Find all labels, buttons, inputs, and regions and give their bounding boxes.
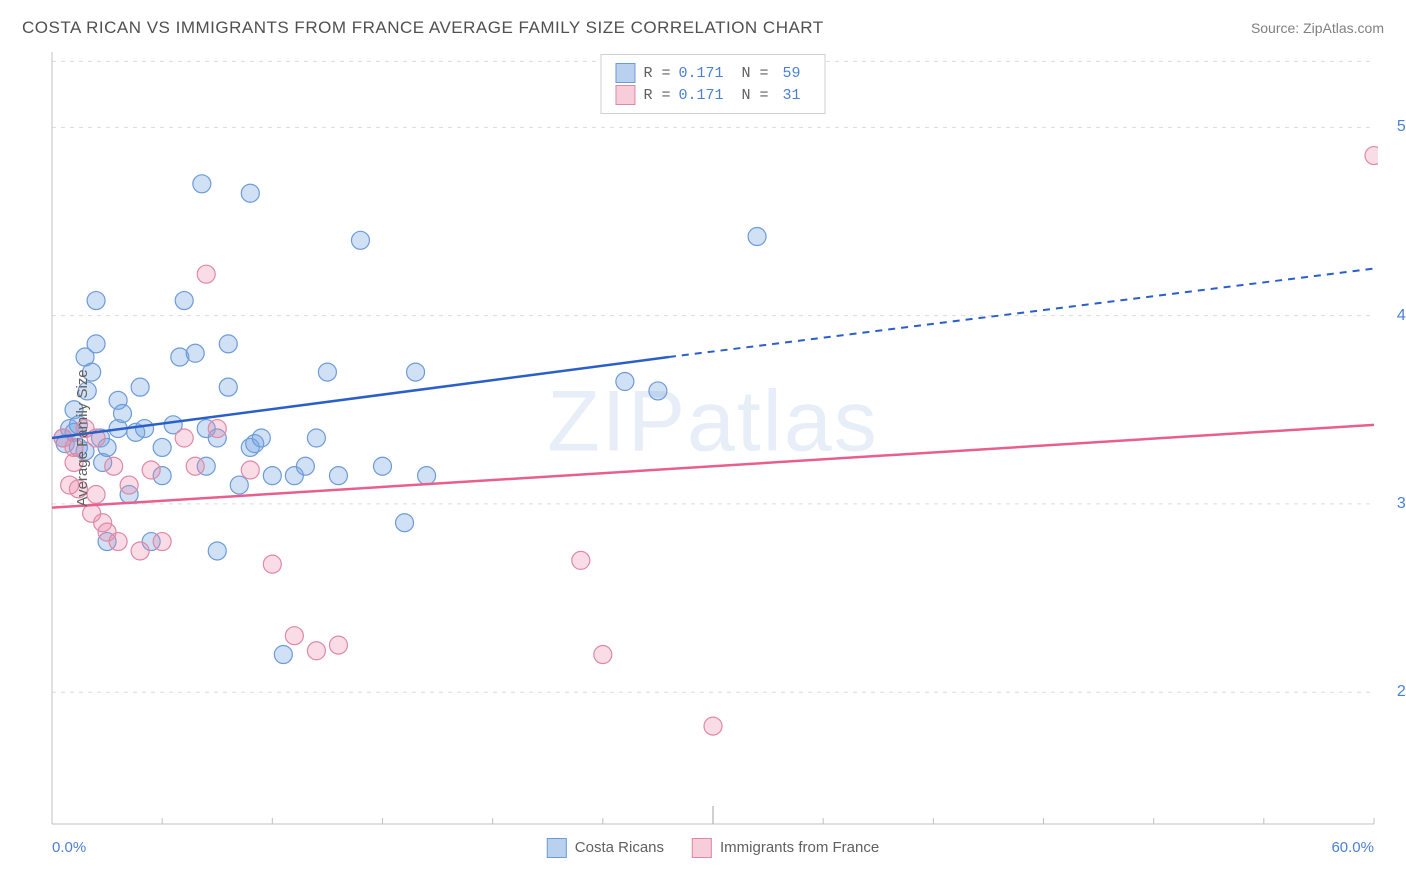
chart-source: Source: ZipAtlas.com bbox=[1251, 20, 1384, 36]
x-axis-min-label: 0.0% bbox=[52, 839, 86, 856]
legend-swatch bbox=[692, 838, 712, 858]
series-legend: Costa Ricans Immigrants from France bbox=[547, 838, 879, 858]
stats-legend: R = 0.171 N = 59 R = 0.171 N = 31 bbox=[600, 54, 825, 114]
stat-n-value: 59 bbox=[777, 65, 801, 82]
legend-item: Costa Ricans bbox=[547, 838, 664, 858]
stat-n-value: 31 bbox=[777, 87, 801, 104]
scatter-chart-svg bbox=[48, 48, 1378, 828]
stat-r-value: 0.171 bbox=[678, 65, 723, 82]
chart-header: COSTA RICAN VS IMMIGRANTS FROM FRANCE AV… bbox=[0, 0, 1406, 46]
y-tick-label: 3.00 bbox=[1397, 495, 1406, 513]
chart-title: COSTA RICAN VS IMMIGRANTS FROM FRANCE AV… bbox=[22, 18, 824, 38]
y-axis-label: Average Family Size bbox=[74, 369, 91, 506]
stat-r-value: 0.171 bbox=[678, 87, 723, 104]
stat-r-label: R = bbox=[643, 65, 670, 82]
stats-legend-row: R = 0.171 N = 31 bbox=[615, 85, 810, 105]
y-tick-label: 5.00 bbox=[1397, 118, 1406, 136]
legend-label: Immigrants from France bbox=[720, 839, 879, 856]
x-axis-max-label: 60.0% bbox=[1331, 839, 1374, 856]
legend-swatch bbox=[615, 85, 635, 105]
stat-n-label: N = bbox=[742, 87, 769, 104]
stat-n-label: N = bbox=[742, 65, 769, 82]
legend-item: Immigrants from France bbox=[692, 838, 879, 858]
y-tick-label: 2.00 bbox=[1397, 683, 1406, 701]
legend-swatch bbox=[615, 63, 635, 83]
stats-legend-row: R = 0.171 N = 59 bbox=[615, 63, 810, 83]
legend-label: Costa Ricans bbox=[575, 839, 664, 856]
stat-r-label: R = bbox=[643, 87, 670, 104]
plot-area: Average Family Size ZIPatlas R = 0.171 N… bbox=[48, 48, 1378, 828]
legend-swatch bbox=[547, 838, 567, 858]
y-tick-label: 4.00 bbox=[1397, 307, 1406, 325]
